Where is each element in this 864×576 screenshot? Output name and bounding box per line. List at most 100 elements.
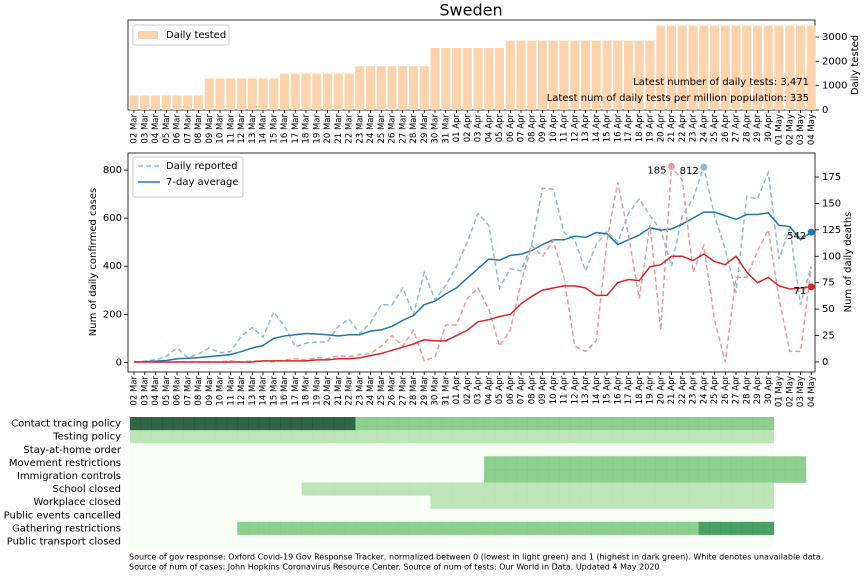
heatmap-cell — [140, 430, 152, 444]
heatmap-cell — [462, 508, 474, 523]
heatmap-cell — [602, 534, 614, 549]
heatmap-cell — [269, 417, 281, 431]
heatmap-cell — [248, 417, 260, 431]
heatmap-cell — [183, 534, 195, 549]
bar — [774, 25, 784, 111]
bar — [355, 66, 365, 110]
heatmap-cell — [248, 469, 260, 483]
heatmap-cell — [248, 430, 260, 444]
heatmap-cell — [237, 534, 249, 549]
heatmap-cell — [366, 469, 378, 483]
heatmap-cell — [462, 417, 474, 431]
heatmap-cell — [687, 521, 699, 536]
heatmap-cell — [795, 469, 807, 483]
heatmap-cell — [269, 430, 281, 444]
heatmap-cell — [130, 482, 142, 496]
x-tick-label: 22 Mar — [345, 114, 355, 144]
x-tick-label: 10 Mar — [216, 114, 226, 144]
bar — [763, 25, 773, 111]
heatmap-cell — [162, 534, 174, 549]
heatmap-cell — [130, 469, 142, 483]
heatmap-cell — [516, 430, 528, 444]
heatmap-cell — [559, 456, 571, 470]
bar — [667, 25, 676, 111]
heatmap-cell — [248, 456, 260, 470]
legend-swatch — [138, 31, 158, 39]
heatmap-cell — [687, 430, 699, 444]
bar — [333, 73, 343, 110]
legend-box — [132, 24, 230, 46]
x-tick-label: 12 Mar — [237, 376, 247, 406]
heatmap-cell — [634, 443, 646, 457]
bar — [548, 40, 558, 110]
heatmap-cell — [430, 521, 442, 536]
heatmap-cell — [172, 430, 184, 444]
annotated-point — [668, 162, 675, 170]
row-label: Public events cancelled — [4, 510, 121, 521]
bar — [161, 95, 171, 110]
x-tick-label: 14 Apr — [592, 376, 602, 405]
heatmap-cell — [408, 534, 421, 549]
heatmap-cell — [323, 534, 335, 549]
heatmap-cell — [194, 495, 206, 509]
x-tick-label: 26 Apr — [721, 114, 731, 143]
bar — [581, 40, 590, 110]
y-tick-label: 0 — [822, 105, 828, 116]
heatmap-cell — [451, 430, 463, 444]
x-tick-label: 07 Mar — [183, 376, 193, 406]
heatmap-cell — [494, 443, 506, 457]
heatmap-cell — [666, 456, 678, 470]
heatmap-cell — [494, 469, 506, 483]
x-tick-label: 12 Mar — [237, 114, 247, 144]
y-tick-label: 2000 — [822, 56, 847, 67]
heatmap-cell — [730, 534, 742, 549]
bar — [505, 40, 515, 110]
chart-title: Sweden — [439, 1, 502, 20]
x-tick-label: 06 Apr — [506, 376, 516, 405]
heatmap-cell — [484, 495, 496, 509]
x-tick-label: 16 Apr — [613, 376, 623, 405]
x-tick-label: 08 Mar — [194, 376, 204, 406]
heatmap-cell — [505, 495, 517, 509]
heatmap-cell — [151, 456, 163, 470]
heatmap-cell — [323, 521, 335, 536]
heatmap-cell — [441, 521, 453, 536]
x-tick-label: 03 Apr — [474, 376, 484, 405]
bar — [387, 66, 397, 110]
heatmap-cell — [505, 469, 517, 483]
heatmap-cell — [709, 521, 721, 536]
heatmap-cell — [655, 417, 667, 431]
heatmap-cell — [248, 482, 260, 496]
x-tick-label: 12 Apr — [570, 114, 580, 143]
heatmap-cell — [698, 456, 710, 470]
bar — [366, 66, 375, 110]
heatmap-cell — [312, 534, 324, 549]
heatmap-cell — [172, 521, 184, 536]
y-tick-label: 25 — [822, 331, 835, 342]
bar — [344, 73, 354, 110]
x-tick-label: 22 Apr — [678, 376, 688, 405]
x-tick-label: 29 Mar — [420, 114, 430, 144]
line — [133, 164, 812, 363]
x-tick-label: 19 Apr — [646, 376, 656, 405]
x-tick-label: 21 Apr — [667, 114, 677, 143]
line — [133, 211, 812, 363]
footnote: Source of num of cases: John Hopkins Cor… — [129, 563, 660, 572]
heatmap-cell — [720, 495, 732, 509]
heatmap-cell — [280, 456, 292, 470]
heatmap-cell — [484, 534, 496, 549]
heatmap-cell — [408, 495, 421, 509]
bar — [280, 73, 289, 110]
bar — [441, 47, 451, 110]
heatmap-cell — [527, 417, 539, 431]
x-tick-label: 24 Apr — [699, 376, 709, 405]
middle-frame — [127, 152, 816, 373]
heatmap-cell — [162, 443, 174, 457]
heatmap-cell — [763, 443, 775, 457]
heatmap-cell — [505, 456, 517, 470]
heatmap-cell — [655, 534, 667, 549]
x-tick-label: 21 Mar — [334, 114, 344, 144]
heatmap-cell — [140, 534, 152, 549]
x-tick-label: 05 Apr — [495, 376, 505, 405]
row-label: School closed — [53, 484, 121, 495]
